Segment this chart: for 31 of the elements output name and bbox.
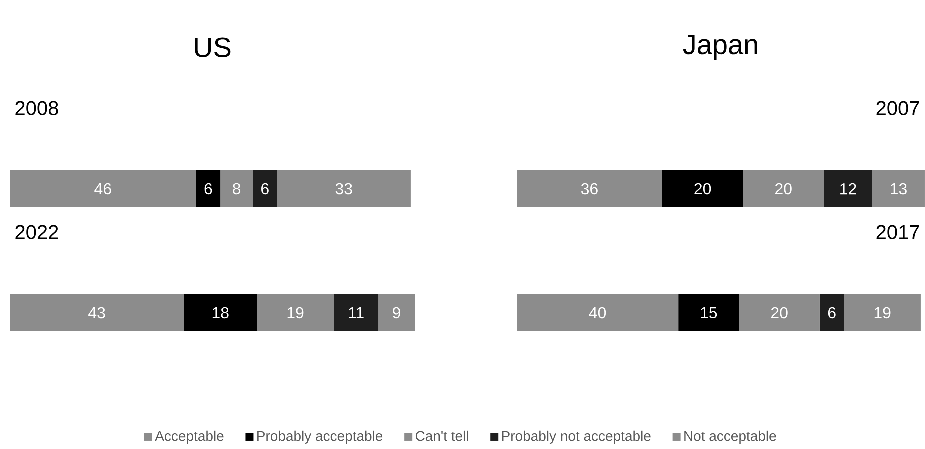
data-label: 40: [589, 307, 606, 319]
data-label: 46: [94, 183, 112, 195]
data-label: 12: [840, 183, 856, 195]
data-label: 6: [828, 307, 836, 319]
data-label: 6: [262, 183, 269, 195]
data-label: 9: [393, 307, 400, 319]
data-label: 36: [581, 183, 598, 195]
y-tick-label: 2008: [16, 101, 58, 116]
data-label: 8: [233, 183, 241, 195]
data-label: 19: [288, 307, 304, 319]
data-label: 20: [694, 183, 712, 195]
chart-title: US: [195, 38, 231, 58]
data-label: 15: [701, 307, 718, 319]
data-label: 33: [336, 183, 352, 195]
data-label: 19: [874, 307, 891, 319]
y-tick-label: 2007: [876, 101, 920, 116]
data-label: 6: [204, 183, 212, 195]
legend-label: Probably acceptable: [258, 430, 383, 444]
legend-label: Probably not acceptable: [502, 430, 651, 444]
y-tick-label: 2017: [876, 225, 920, 240]
legend-label: Not acceptable: [684, 430, 776, 444]
y-tick-label: 2022: [16, 225, 58, 240]
legend-label: Acceptable: [155, 430, 224, 444]
data-label: 11: [349, 307, 364, 318]
data-label: 18: [212, 307, 229, 319]
data-label: 20: [771, 307, 788, 319]
data-label: 20: [776, 183, 792, 195]
legend-label: Can't tell: [416, 430, 468, 442]
data-label: 43: [88, 307, 106, 319]
data-label: 13: [891, 183, 907, 195]
chart-title: Japan: [683, 35, 758, 60]
